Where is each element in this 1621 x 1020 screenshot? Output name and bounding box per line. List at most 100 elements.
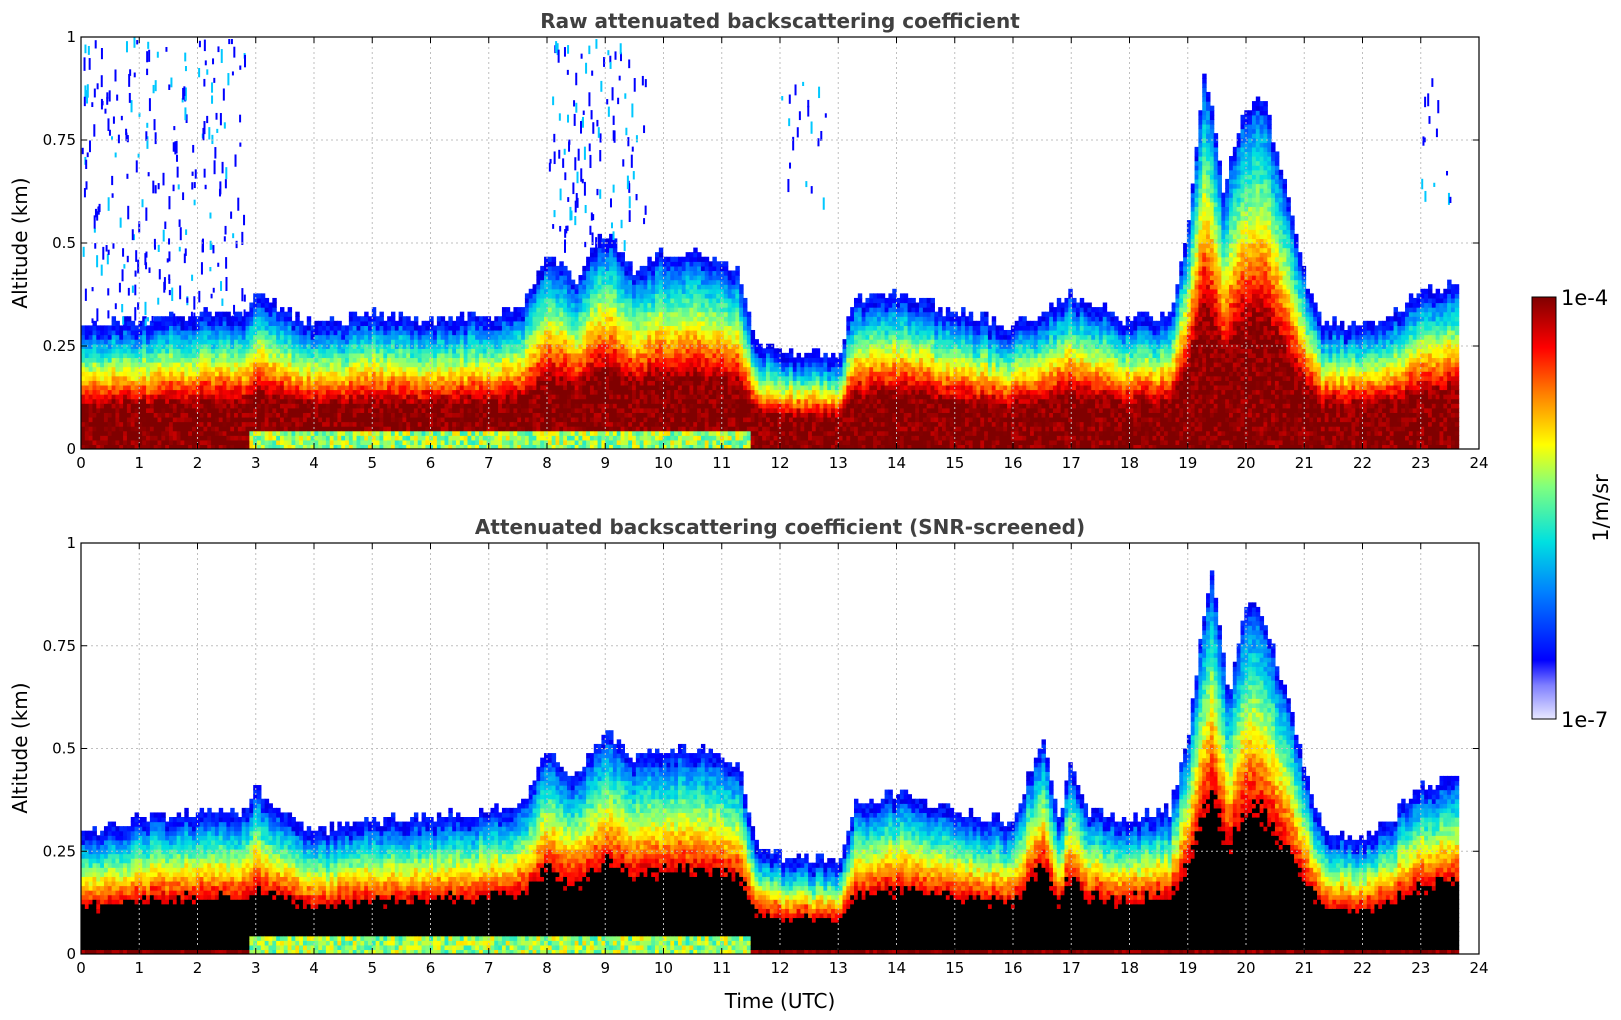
heatmap-cell	[333, 375, 338, 381]
heatmap-cell	[165, 444, 170, 449]
heatmap-cell	[146, 407, 151, 413]
heatmap-cell	[134, 325, 139, 331]
heatmap-cell	[375, 439, 381, 446]
heatmap-cell	[570, 307, 576, 313]
heatmap-cell	[260, 339, 266, 345]
heatmap-cell	[425, 380, 430, 386]
heatmap-cell	[635, 362, 641, 368]
heatmap-cell	[670, 444, 675, 449]
heatmap-cell	[490, 380, 495, 386]
heatmap-cell	[302, 366, 308, 372]
heatmap-cell	[230, 416, 235, 423]
heatmap-cell	[230, 407, 235, 413]
heatmap-cell	[218, 371, 224, 377]
heatmap-cell	[609, 256, 614, 262]
heatmap-cell	[589, 371, 595, 377]
heatmap-cell	[241, 371, 247, 377]
heatmap-cell	[586, 430, 591, 436]
heatmap-cell	[536, 430, 541, 436]
heatmap-cell	[172, 362, 178, 368]
heatmap-cell	[632, 421, 637, 427]
heatmap-cell	[517, 380, 522, 386]
heatmap-cell	[467, 311, 472, 317]
heatmap-cell	[299, 403, 304, 409]
heatmap-cell	[371, 384, 377, 391]
heatmap-cell	[291, 325, 296, 331]
heatmap-cell	[471, 384, 476, 391]
heatmap-cell	[658, 339, 664, 345]
heatmap-cell	[352, 435, 358, 441]
heatmap-cell	[574, 293, 580, 299]
heatmap-cell	[287, 403, 293, 409]
heatmap-cell	[547, 297, 553, 304]
heatmap-cell	[620, 426, 625, 432]
heatmap-cell	[249, 366, 254, 372]
heatmap-cell	[383, 426, 388, 432]
heatmap-cell	[203, 407, 208, 413]
heatmap-cell	[88, 339, 94, 345]
heatmap-cell	[612, 256, 618, 262]
heatmap-cell	[207, 348, 212, 354]
heatmap-cell	[314, 398, 319, 404]
heatmap-cell	[119, 384, 124, 391]
heatmap-cell	[379, 380, 384, 386]
heatmap-cell	[199, 329, 205, 336]
heatmap-cell	[306, 357, 312, 363]
heatmap-cell	[574, 403, 580, 409]
heatmap-cell	[107, 325, 113, 331]
heatmap-cell	[628, 407, 633, 413]
heatmap-cell	[444, 444, 449, 449]
heatmap-cell	[551, 380, 557, 386]
heatmap-cell	[157, 430, 162, 436]
heatmap-cell	[207, 339, 212, 345]
heatmap-cell	[371, 444, 377, 449]
heatmap-cell	[532, 366, 537, 372]
heatmap-cell	[218, 439, 224, 446]
heatmap-cell	[498, 316, 503, 322]
heatmap-cell	[322, 334, 327, 340]
heatmap-cell	[402, 403, 407, 409]
heatmap-cell	[413, 394, 419, 400]
heatmap-cell	[597, 279, 603, 285]
heatmap-cell	[475, 339, 480, 345]
heatmap-cell	[555, 348, 560, 354]
heatmap-cell	[226, 362, 231, 368]
heatmap-cell	[390, 384, 396, 391]
heatmap-cell	[620, 311, 625, 317]
heatmap-cell	[601, 320, 606, 326]
heatmap-cell	[329, 316, 335, 322]
heatmap-cell	[417, 430, 423, 436]
heatmap-cell	[165, 352, 170, 359]
heatmap-cell	[444, 398, 449, 404]
heatmap-cell	[161, 320, 166, 326]
heatmap-cell	[123, 398, 128, 404]
heatmap-cell	[234, 394, 239, 400]
heatmap-cell	[635, 366, 641, 372]
heatmap-cell	[291, 334, 296, 340]
heatmap-cell	[624, 371, 629, 377]
heatmap-cell	[161, 325, 166, 331]
heatmap-cell	[345, 384, 350, 391]
heatmap-cell	[169, 348, 174, 354]
heatmap-cell	[436, 366, 442, 372]
heatmap-cell	[532, 426, 537, 432]
heatmap-cell	[119, 375, 124, 381]
heatmap-cell	[662, 334, 668, 340]
heatmap-cell	[207, 384, 212, 391]
heatmap-cell	[157, 416, 162, 423]
heatmap-cell	[517, 371, 522, 377]
heatmap-cell	[521, 394, 526, 400]
heatmap-cell	[360, 403, 365, 409]
heatmap-cell	[658, 297, 664, 304]
heatmap-cell	[559, 435, 564, 441]
heatmap-cell	[521, 366, 526, 372]
heatmap-cell	[257, 334, 262, 340]
heatmap-cell	[501, 371, 507, 377]
heatmap-cell	[276, 439, 281, 446]
heatmap-cell	[540, 352, 545, 359]
heatmap-cell	[345, 435, 350, 441]
heatmap-cell	[337, 339, 342, 345]
heatmap-cell	[655, 403, 660, 409]
heatmap-cell	[655, 265, 660, 272]
heatmap-cell	[188, 380, 193, 386]
